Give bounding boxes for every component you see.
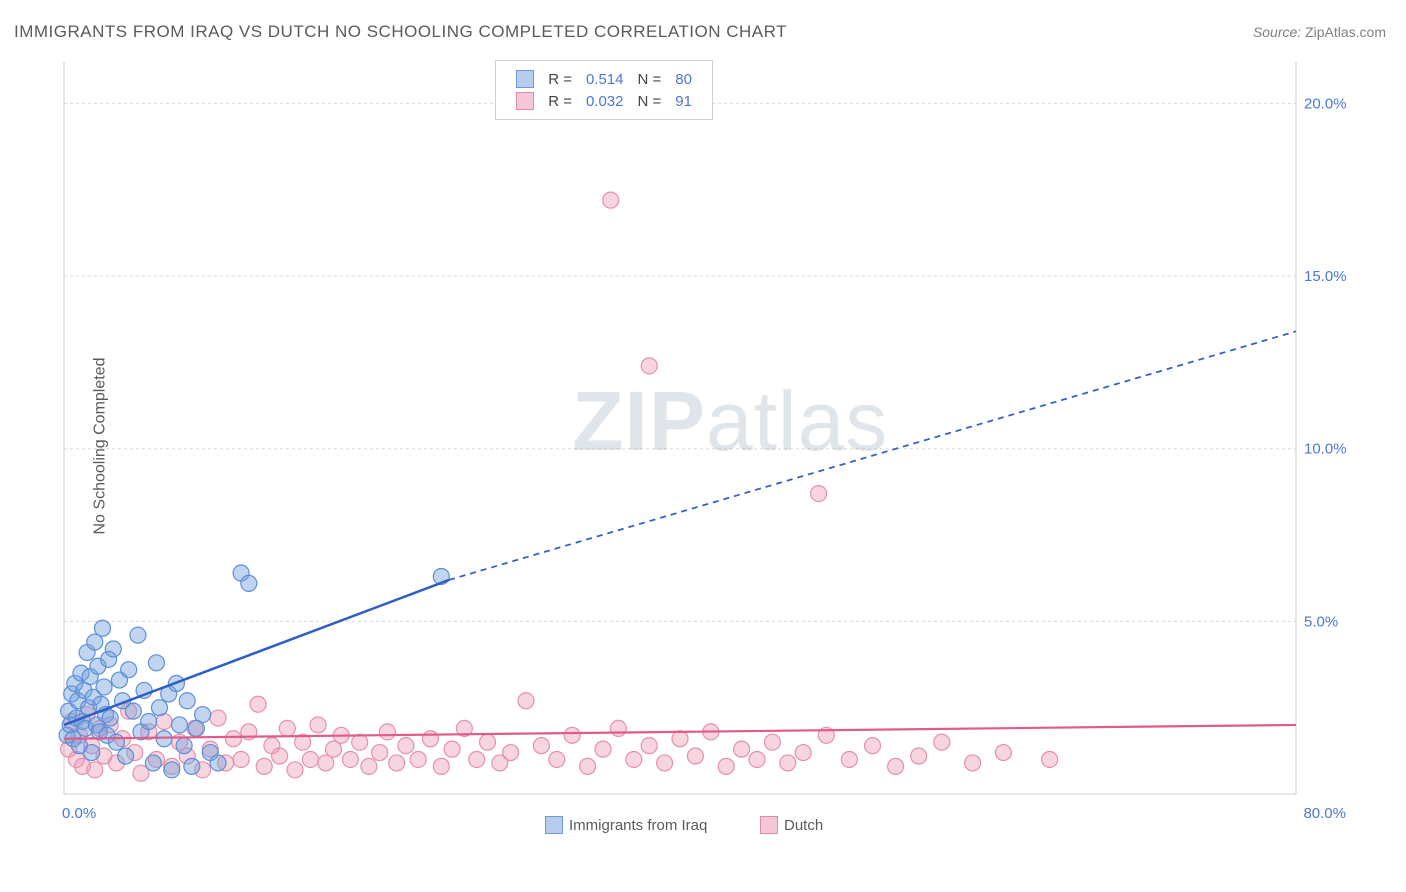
swatch-dutch-icon: [760, 816, 778, 834]
r-value-dutch: 0.032: [580, 91, 630, 111]
legend-label-dutch: Dutch: [784, 817, 823, 834]
svg-text:15.0%: 15.0%: [1304, 268, 1347, 285]
r-label: R =: [542, 69, 578, 89]
chart-title: IMMIGRANTS FROM IRAQ VS DUTCH NO SCHOOLI…: [14, 22, 787, 42]
scatter-chart-svg: 5.0% 10.0% 15.0% 20.0% 0.0% 80.0%: [48, 56, 1348, 826]
swatch-iraq: [516, 70, 534, 88]
source-label: Source:: [1253, 24, 1301, 40]
plot-area: 5.0%10.0%15.0%20.0%0.0%80.0% ZIPatlas R …: [48, 56, 1390, 846]
bottom-legend-iraq: Immigrants from Iraq: [545, 816, 707, 834]
stats-legend-table: R = 0.514 N = 80 R = 0.032 N = 91: [508, 67, 700, 113]
stats-row-dutch: R = 0.032 N = 91: [510, 91, 698, 111]
n-label: N =: [632, 91, 668, 111]
svg-text:0.0%: 0.0%: [62, 805, 96, 822]
r-label: R =: [542, 91, 578, 111]
swatch-iraq-icon: [545, 816, 563, 834]
stats-row-iraq: R = 0.514 N = 80: [510, 69, 698, 89]
svg-text:80.0%: 80.0%: [1303, 805, 1346, 822]
stats-legend: R = 0.514 N = 80 R = 0.032 N = 91: [495, 60, 713, 120]
bottom-legend-dutch: Dutch: [760, 816, 823, 834]
svg-text:10.0%: 10.0%: [1304, 441, 1347, 458]
source-attribution: Source: ZipAtlas.com: [1253, 24, 1386, 40]
n-value-iraq: 80: [669, 69, 698, 89]
legend-label-iraq: Immigrants from Iraq: [569, 817, 707, 834]
swatch-dutch: [516, 92, 534, 110]
n-label: N =: [632, 69, 668, 89]
r-value-iraq: 0.514: [580, 69, 630, 89]
svg-text:5.0%: 5.0%: [1304, 613, 1338, 630]
source-value: ZipAtlas.com: [1305, 24, 1386, 40]
svg-text:20.0%: 20.0%: [1304, 95, 1347, 112]
n-value-dutch: 91: [669, 91, 698, 111]
